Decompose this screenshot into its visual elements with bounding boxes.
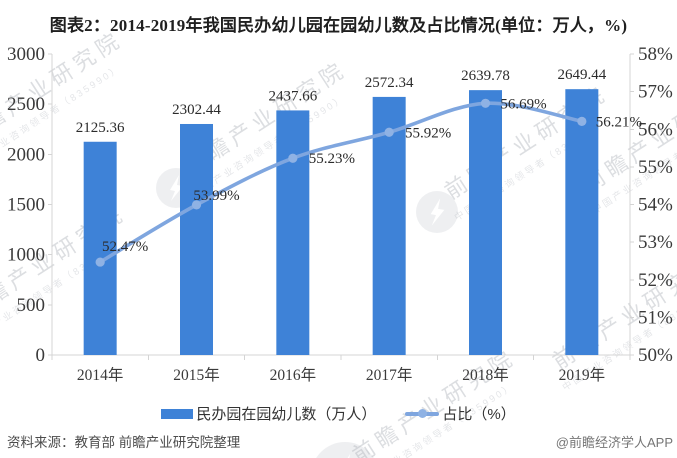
left-axis-tick-label: 0: [36, 345, 46, 366]
line-value-label: 56.69%: [500, 96, 546, 112]
chart-legend: 民办园在园幼儿数（万人） 占比（%）: [0, 403, 677, 424]
bar-2015年: [180, 123, 213, 355]
legend-line-label: 占比（%）: [442, 406, 516, 423]
line-value-label: 55.23%: [309, 151, 355, 167]
bar-value-label: 2302.44: [172, 102, 221, 118]
left-axis-tick-label: 1500: [7, 195, 45, 216]
bar-2014年: [83, 141, 117, 355]
legend-item-line: 占比（%）: [405, 403, 516, 424]
bar-value-label: 2649.44: [557, 67, 606, 83]
attribution: @前瞻经济学人APP: [555, 435, 673, 450]
line-value-label: 56.21%: [596, 114, 642, 130]
line-marker: [95, 257, 105, 267]
x-axis-category-label: 2019年: [559, 366, 606, 384]
left-axis-tick-label: 3000: [7, 44, 45, 65]
right-axis-tick-label: 52%: [638, 270, 673, 291]
line-value-label: 53.99%: [193, 188, 239, 204]
source-note: 资料来源：教育部 前瞻产业研究院整理: [7, 435, 241, 450]
bar-value-label: 2572.34: [365, 75, 414, 91]
line-marker: [384, 127, 394, 137]
ratio-line: [98, 101, 584, 264]
right-axis-tick-label: 50%: [638, 345, 673, 366]
line-marker: [288, 153, 298, 163]
x-axis-category-label: 2017年: [366, 366, 413, 384]
bar-2019年: [565, 89, 599, 355]
bar-value-label: 2639.78: [461, 68, 510, 84]
line-marker: [480, 98, 491, 108]
line-value-label: 55.92%: [405, 125, 451, 141]
line-marker-swatch-icon: [405, 408, 440, 419]
x-axis-category-label: 2018年: [462, 366, 509, 384]
x-axis-category-label: 2016年: [270, 366, 317, 384]
line-marker: [577, 116, 587, 126]
right-axis-tick-label: 58%: [638, 44, 673, 65]
right-axis-tick-label: 54%: [638, 195, 673, 216]
line-value-label: 52.47%: [102, 239, 148, 255]
right-axis-tick-label: 55%: [638, 157, 673, 178]
right-axis-tick-label: 57%: [638, 82, 673, 103]
bar-2017年: [372, 96, 406, 355]
x-axis-category-label: 2014年: [77, 366, 124, 384]
legend-bar-label: 民办园在园幼儿数（万人）: [196, 406, 377, 423]
left-axis-tick-label: 500: [17, 295, 46, 316]
bar-value-label: 2437.66: [268, 88, 317, 104]
right-axis-tick-label: 51%: [638, 307, 673, 328]
x-axis-category-label: 2015年: [173, 366, 220, 384]
bar-value-label: 2125.36: [76, 120, 125, 136]
chart-title: 图表2：2014-2019年我国民办幼儿园在园幼儿数及占比情况(单位：万人，%): [49, 16, 628, 35]
right-axis-tick-label: 56%: [638, 119, 673, 140]
bar-2018年: [469, 90, 502, 355]
left-axis-tick-label: 2500: [7, 94, 45, 115]
left-axis-tick-label: 2000: [7, 144, 45, 165]
right-axis-tick-label: 53%: [638, 232, 673, 253]
legend-item-bar: 民办园在园幼儿数（万人）: [161, 403, 376, 424]
bar-2016年: [276, 110, 310, 355]
bar-swatch-icon: [161, 408, 194, 419]
left-axis-tick-label: 1000: [7, 245, 45, 266]
